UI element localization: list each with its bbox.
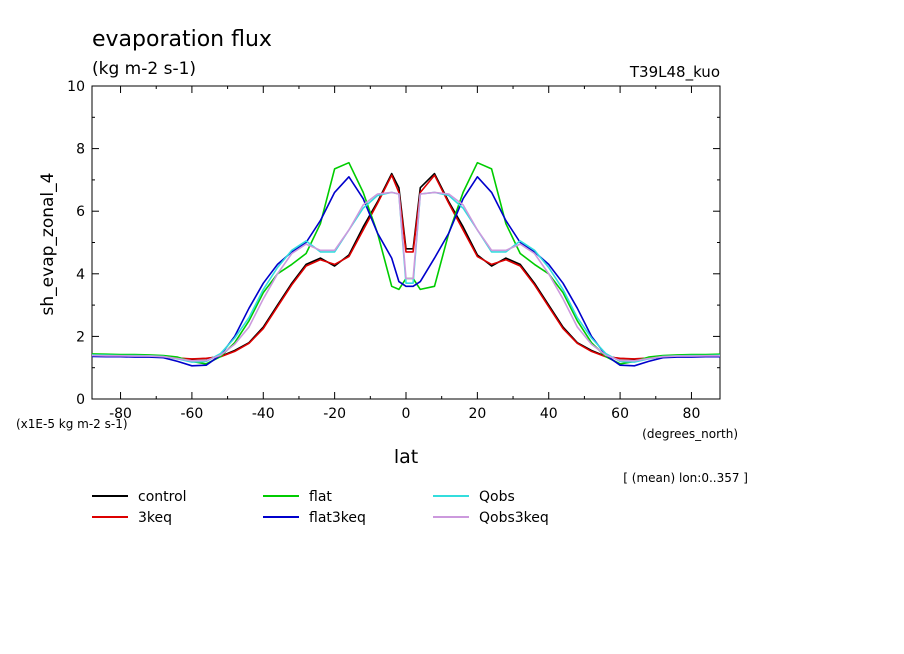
legend-label-control: control: [138, 489, 187, 505]
plot-area: -80 -60 -40 -20 0 20 40 60 80 0 2 4 6 8 10: [67, 79, 721, 422]
x-tick-label: 60: [611, 406, 629, 422]
x-tick-label: 40: [540, 406, 558, 422]
legend-label-flat: flat: [309, 489, 332, 505]
x-tick-label: 80: [683, 406, 701, 422]
x-tick-label: 0: [402, 406, 411, 422]
y-tick-label: 4: [76, 267, 85, 283]
y-scale-label: (x1E-5 kg m-2 s-1): [16, 417, 128, 431]
legend-label-Qobs: Qobs: [479, 489, 515, 505]
series-line-flat: [91, 161, 721, 365]
y-tick-label: 8: [76, 142, 85, 158]
y-tick-label: 2: [76, 329, 85, 345]
legend: control 3keq flat flat3keq Qobs Qobs3keq: [92, 489, 549, 526]
y-tick-label: 10: [67, 79, 85, 95]
footnote: [ (mean) lon:0..357 ]: [623, 471, 748, 485]
series-line-control: [91, 172, 721, 361]
x-axis-label: lat: [394, 446, 418, 468]
x-tick-label: -60: [180, 406, 203, 422]
chart-subtitle: (kg m-2 s-1): [92, 59, 196, 79]
chart-title: evaporation flux: [92, 27, 272, 52]
x-tick-label: 20: [468, 406, 486, 422]
series-line-Qobs3keq: [91, 191, 720, 362]
legend-label-flat3keq: flat3keq: [309, 510, 366, 526]
x-units-label: (degrees_north): [642, 427, 738, 441]
x-tick-label: -80: [109, 406, 132, 422]
run-label: T39L48_kuo: [629, 63, 720, 82]
legend-label-Qobs3keq: Qobs3keq: [479, 510, 549, 526]
legend-label-3keq: 3keq: [138, 510, 172, 526]
y-tick-label: 6: [76, 204, 85, 220]
x-tick-label: -20: [323, 406, 346, 422]
x-tick-label: -40: [252, 406, 275, 422]
series-line-3keq: [92, 174, 721, 360]
series-line-flat3keq: [91, 176, 720, 367]
y-axis-label: sh_evap_zonal_4: [38, 173, 58, 316]
y-tick-label: 0: [76, 392, 85, 408]
